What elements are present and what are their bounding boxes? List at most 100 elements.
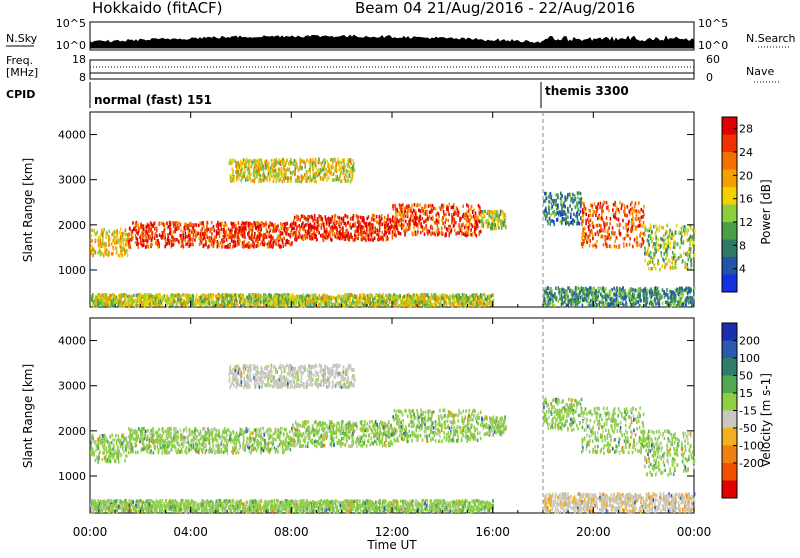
scatter-cell [283, 167, 285, 171]
scatter-cell [633, 223, 635, 227]
scatter-cell [262, 164, 264, 168]
scatter-cell [643, 288, 645, 292]
scatter-cell [573, 303, 575, 307]
scatter-cell [290, 179, 292, 183]
scatter-cell [547, 286, 549, 290]
scatter-cell [639, 224, 641, 228]
scatter-cell [649, 294, 651, 298]
scatter-cell [307, 218, 309, 222]
scatter-cell [337, 216, 339, 220]
scatter-cell [611, 297, 613, 301]
scatter-cell [286, 159, 288, 163]
scatter-cell [671, 299, 673, 303]
scatter-cell [332, 215, 334, 219]
scatter-cell [328, 217, 330, 221]
scatter-cell [668, 238, 670, 242]
scatter-cell [336, 227, 338, 231]
scatter-cell [647, 238, 649, 242]
scatter-cell [384, 216, 386, 220]
scatter-cell [124, 252, 126, 256]
scatter-cell [605, 242, 607, 246]
scatter-cell [149, 235, 151, 239]
scatter-cell [238, 177, 240, 181]
scatter-cell [671, 290, 673, 294]
nsearch-label: N.Search [746, 32, 796, 45]
scatter-cell [571, 208, 573, 212]
scatter-cell [305, 217, 307, 221]
scatter-cell [694, 229, 696, 233]
scatter-cell [605, 222, 607, 226]
scatter-cell [270, 223, 272, 227]
scatter-cell [551, 200, 553, 204]
scatter-cell [175, 227, 177, 231]
scatter-cell [663, 239, 665, 243]
scatter-cell [434, 221, 436, 225]
scatter-cell [335, 166, 337, 170]
scatter-cell [590, 304, 592, 308]
scatter-cell [604, 223, 606, 227]
scatter-cell [644, 259, 646, 263]
scatter-cell [651, 267, 653, 271]
scatter-cell [650, 256, 652, 260]
scatter-cell [678, 288, 680, 292]
scatter-cell [224, 240, 226, 244]
scatter-cell [129, 227, 131, 231]
scatter-cell [413, 226, 415, 230]
scatter-cell [372, 227, 374, 231]
scatter-cell [597, 230, 599, 234]
scatter-cell [484, 215, 486, 219]
scatter-cell [670, 241, 672, 245]
scatter-cell [569, 192, 571, 196]
scatter-cell [569, 289, 571, 293]
scatter-cell [625, 296, 627, 300]
scatter-cell [323, 233, 325, 237]
scatter-cell [655, 286, 657, 290]
scatter-cell [684, 262, 686, 266]
scatter-cell [411, 204, 413, 208]
scatter-cell [321, 226, 323, 230]
scatter-cell [589, 209, 591, 213]
scatter-cell [190, 234, 192, 238]
scatter-cell [552, 303, 554, 307]
scatter-cell [287, 177, 289, 181]
scatter-cell [384, 221, 386, 225]
scatter-cell [653, 265, 655, 269]
scatter-cell [585, 236, 587, 240]
scatter-cell [655, 302, 657, 306]
scatter-cell [229, 161, 231, 165]
scatter-cell [195, 297, 197, 301]
scatter-cell [131, 238, 133, 242]
scatter-cell [680, 289, 682, 293]
scatter-cell [680, 238, 682, 242]
scatter-cell [137, 232, 139, 236]
scatter-cell [576, 222, 578, 226]
scatter-cell [596, 295, 598, 299]
scatter-cell [393, 215, 395, 219]
scatter-cell [120, 228, 122, 232]
scatter-cell [225, 245, 227, 249]
scatter-cell [666, 253, 668, 257]
scatter-cell [263, 170, 265, 174]
scatter-cell [597, 304, 599, 308]
scatter-cell [554, 304, 556, 308]
scatter-cell [576, 212, 578, 216]
scatter-cell [662, 226, 664, 230]
scatter-cell [613, 287, 615, 291]
scatter-cell [598, 290, 600, 294]
scatter-cell [154, 233, 156, 237]
scatter-cell [466, 203, 468, 207]
scatter-cell [602, 286, 604, 290]
scatter-cell [470, 218, 472, 222]
scatter-cell [410, 215, 412, 219]
scatter-cell [447, 206, 449, 210]
scatter-cell [654, 299, 656, 303]
scatter-cell [254, 174, 256, 178]
scatter-cell [679, 298, 681, 302]
scatter-cell [371, 234, 373, 238]
scatter-cell [693, 228, 695, 232]
scatter-cell [352, 159, 354, 163]
scatter-cell [92, 295, 94, 299]
scatter-cell [582, 242, 584, 246]
scatter-cell [320, 304, 322, 308]
scatter-cell [430, 204, 432, 208]
